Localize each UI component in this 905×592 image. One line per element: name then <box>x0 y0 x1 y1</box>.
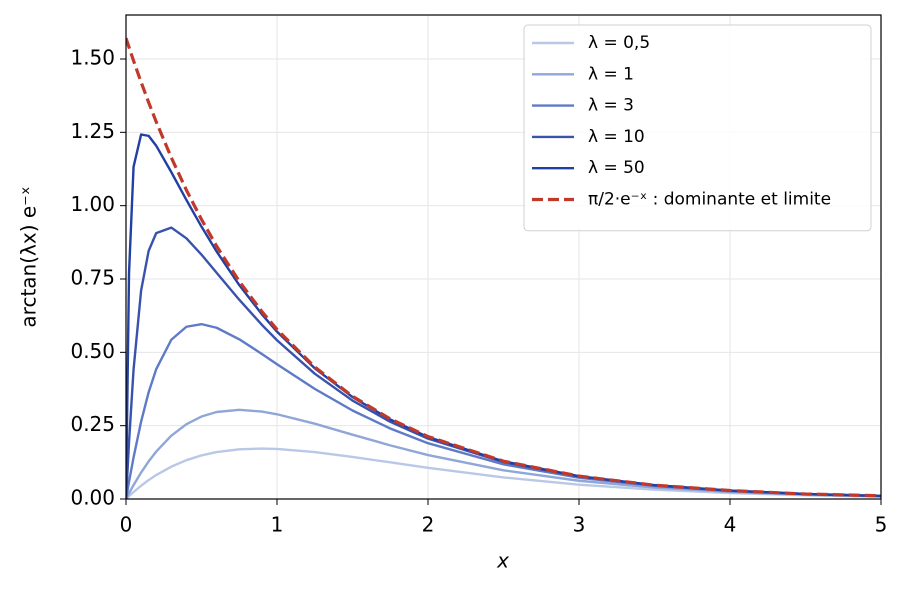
legend: λ = 0,5 λ = 1 λ = 3 λ = 10 λ = 50 π/2·e⁻ˣ : d… <box>523 24 872 232</box>
series-line <box>126 408 881 499</box>
y-tick-label: 0.00 <box>70 486 115 510</box>
series-line <box>126 226 881 499</box>
legend-box <box>523 24 872 232</box>
legend-label: λ = 50 <box>588 158 645 178</box>
y-tick-label: 1.25 <box>70 119 115 143</box>
series-line <box>126 447 881 499</box>
legend-label: λ = 1 <box>588 64 634 84</box>
x-tick-label: 4 <box>724 513 737 537</box>
x-tick-label: 0 <box>120 513 133 537</box>
x-axis-label: x <box>496 549 509 573</box>
x-tick-label: 5 <box>875 513 888 537</box>
y-tick-label: 0.50 <box>70 339 115 363</box>
y-tick-label: 1.50 <box>70 46 115 70</box>
x-tick-label: 3 <box>573 513 586 537</box>
legend-label: π/2·e⁻ˣ : dominante et limite <box>588 190 831 210</box>
y-tick-label: 0.75 <box>70 266 115 290</box>
series-line <box>126 37 881 498</box>
y-tick-label: 0.25 <box>70 412 115 436</box>
plot <box>126 37 881 499</box>
legend-label: λ = 3 <box>588 96 634 116</box>
x-tick-label: 1 <box>271 513 284 537</box>
legend-label: λ = 0,5 <box>588 33 650 53</box>
legend-label: λ = 10 <box>588 127 645 147</box>
plot-frame <box>125 14 882 500</box>
x-tick-label: 2 <box>422 513 435 537</box>
series-line <box>126 322 881 499</box>
y-tick-label: 1.00 <box>70 192 115 216</box>
y-axis-label: arctan(λx) e⁻ˣ <box>17 186 41 327</box>
